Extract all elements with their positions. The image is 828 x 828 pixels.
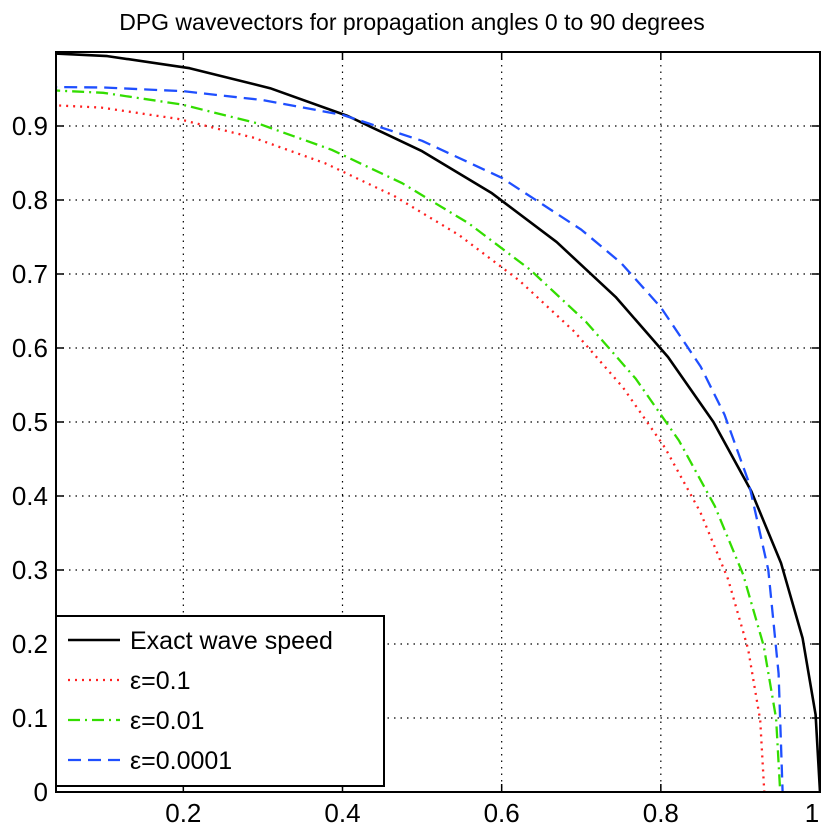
series-line-0	[56, 52, 820, 792]
chart-title: DPG wavevectors for propagation angles 0…	[119, 9, 705, 35]
ticks: 0.2 0.4 0.6 0.8 1 0 0.1 0.2 0.3 0.4 0.5 0.6 0.7 0.8 0.…	[12, 52, 821, 828]
legend-label-1: ε=0.1	[130, 667, 191, 695]
series-layer	[56, 52, 820, 792]
legend: Exact wave speed ε=0.1 ε=0.01 ε=0.0001	[55, 615, 385, 787]
y-tick-label-1: 0.1	[12, 703, 48, 733]
legend-box	[55, 615, 385, 787]
x-tick-label-4: 1	[805, 798, 819, 828]
y-tick-label-2: 0.2	[12, 629, 48, 659]
y-tick-label-7: 0.7	[12, 259, 48, 289]
series-line-2	[56, 89, 782, 792]
y-tick-label-8: 0.8	[12, 185, 48, 215]
series-line-3	[56, 85, 784, 792]
y-tick-label-9: 0.9	[12, 111, 48, 141]
y-tick-label-6: 0.6	[12, 333, 48, 363]
y-tick-label-0: 0	[34, 777, 48, 807]
legend-label-3: ε=0.0001	[130, 747, 232, 775]
legend-label-0: Exact wave speed	[130, 627, 333, 655]
y-tick-label-4: 0.4	[12, 481, 48, 511]
x-tick-label-3: 0.8	[643, 798, 679, 828]
x-tick-label-1: 0.4	[324, 798, 360, 828]
y-tick-label-3: 0.3	[12, 555, 48, 585]
x-tick-label-0: 0.2	[165, 798, 201, 828]
x-tick-label-2: 0.6	[484, 798, 520, 828]
legend-label-2: ε=0.01	[130, 707, 204, 735]
y-tick-label-5: 0.5	[12, 407, 48, 437]
